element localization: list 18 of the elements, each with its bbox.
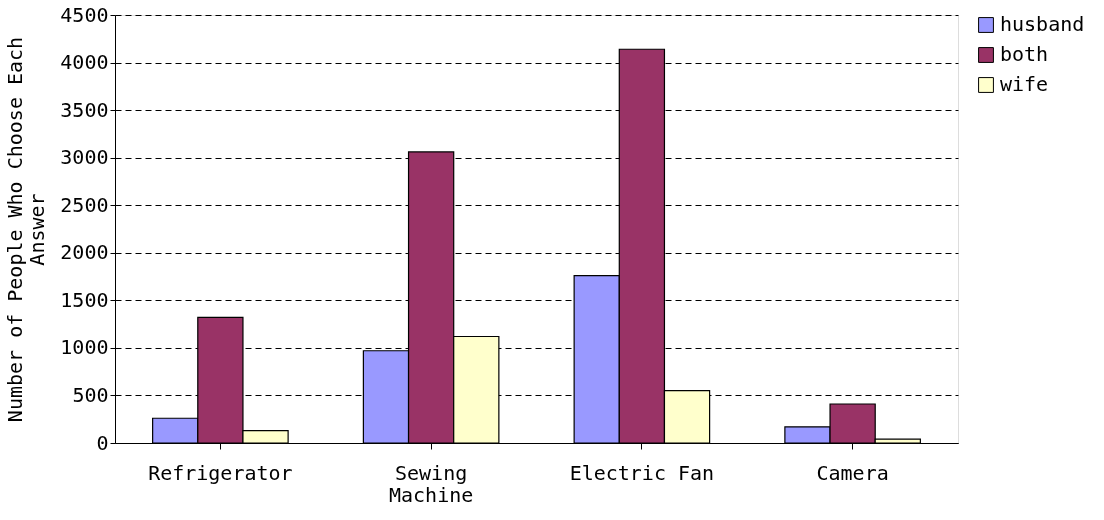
y-tick-label: 3500	[60, 97, 109, 122]
x-tick-label: Sewing Machine	[388, 460, 474, 507]
legend-label: both	[1000, 42, 1049, 66]
y-tick-label: 2000	[60, 240, 109, 265]
y-tick-label: 0	[96, 430, 109, 455]
y-tick-label: 500	[72, 382, 109, 407]
x-tick-label: Electric Fan	[569, 460, 715, 485]
legend-label: wife	[1000, 72, 1049, 96]
y-tick-label: 2500	[60, 192, 109, 217]
y-axis-title: Number of People Who Choose Each Answer	[3, 36, 50, 423]
y-tick-label: 3000	[60, 145, 109, 170]
x-tick-label: Camera	[816, 460, 889, 485]
y-tick-label: 1000	[60, 335, 109, 360]
legend-label: husband	[1000, 12, 1085, 36]
y-tick-label: 4000	[60, 50, 109, 75]
y-tick-label: 1500	[60, 287, 109, 312]
x-tick-label: Refrigerator	[148, 460, 293, 485]
y-tick-label: 4500	[60, 2, 109, 27]
